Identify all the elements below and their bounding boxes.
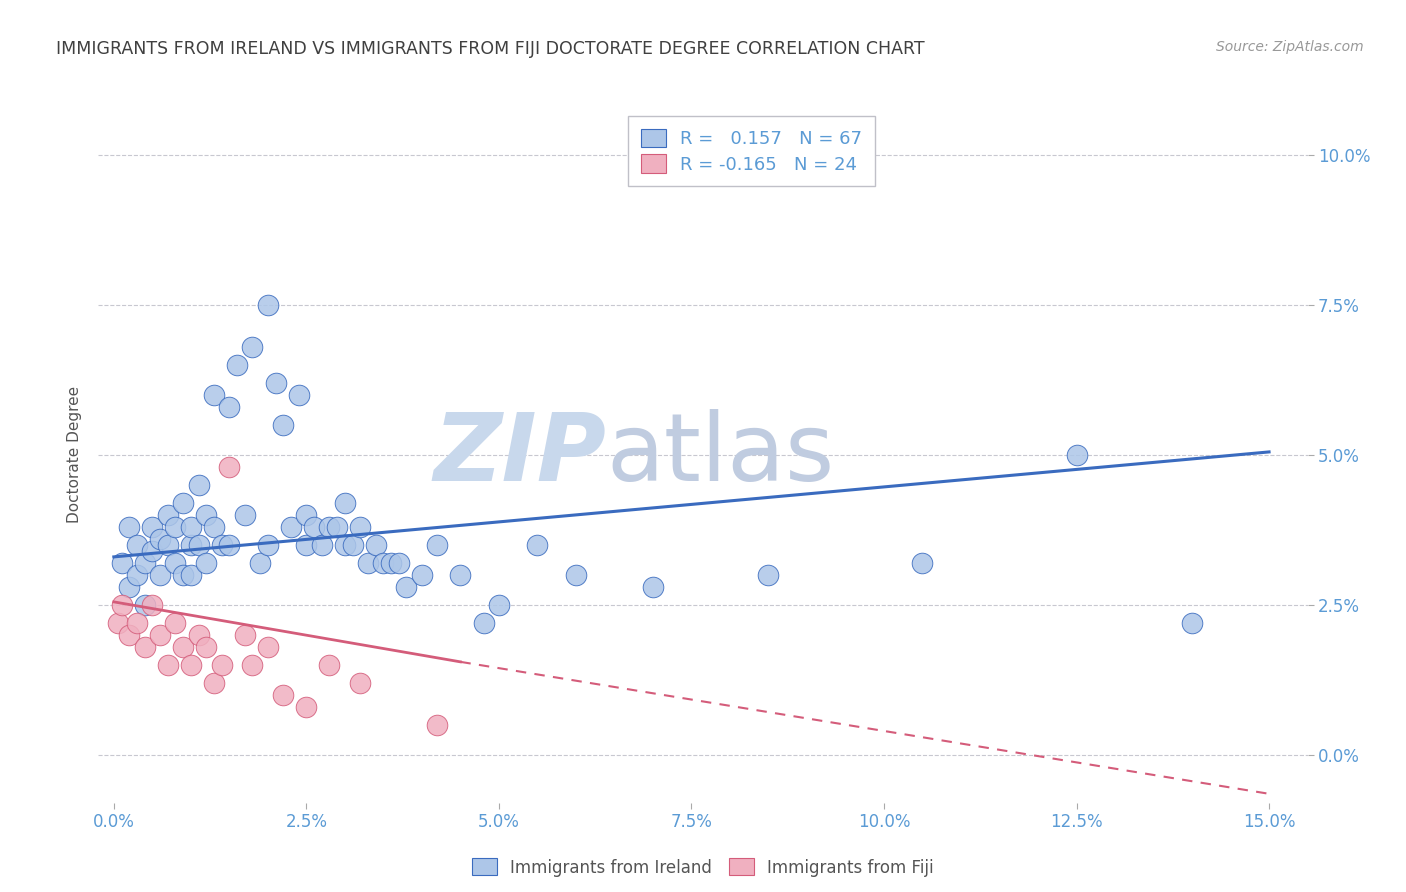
Point bbox=[149, 628, 172, 642]
Point bbox=[211, 657, 233, 672]
Point bbox=[107, 615, 129, 630]
Point bbox=[195, 640, 218, 654]
Point bbox=[149, 532, 172, 546]
Point bbox=[249, 556, 271, 570]
Point bbox=[141, 544, 163, 558]
Point bbox=[472, 615, 495, 630]
Point bbox=[110, 556, 132, 570]
Point bbox=[333, 496, 356, 510]
Point bbox=[134, 640, 156, 654]
Point bbox=[333, 538, 356, 552]
Point bbox=[187, 538, 209, 552]
Point bbox=[125, 567, 148, 582]
Text: atlas: atlas bbox=[606, 409, 835, 501]
Point bbox=[233, 628, 256, 642]
Point bbox=[195, 508, 218, 522]
Point bbox=[125, 538, 148, 552]
Point bbox=[195, 556, 218, 570]
Point bbox=[526, 538, 548, 552]
Text: ZIP: ZIP bbox=[433, 409, 606, 501]
Point bbox=[141, 598, 163, 612]
Point bbox=[271, 417, 294, 432]
Point bbox=[202, 388, 225, 402]
Point bbox=[257, 538, 280, 552]
Point bbox=[411, 567, 433, 582]
Point bbox=[364, 538, 387, 552]
Point bbox=[118, 580, 141, 594]
Point bbox=[426, 538, 449, 552]
Point bbox=[125, 615, 148, 630]
Point bbox=[218, 459, 240, 474]
Point bbox=[165, 520, 187, 534]
Point bbox=[218, 400, 240, 414]
Point bbox=[287, 388, 309, 402]
Point bbox=[388, 556, 411, 570]
Point bbox=[180, 567, 202, 582]
Point bbox=[211, 538, 233, 552]
Point bbox=[156, 538, 179, 552]
Point bbox=[641, 580, 664, 594]
Point bbox=[758, 567, 780, 582]
Point bbox=[118, 628, 141, 642]
Point bbox=[349, 520, 371, 534]
Point bbox=[242, 657, 264, 672]
Point bbox=[257, 298, 280, 312]
Point bbox=[257, 640, 280, 654]
Point bbox=[426, 718, 449, 732]
Point bbox=[218, 538, 240, 552]
Text: IMMIGRANTS FROM IRELAND VS IMMIGRANTS FROM FIJI DOCTORATE DEGREE CORRELATION CHA: IMMIGRANTS FROM IRELAND VS IMMIGRANTS FR… bbox=[56, 40, 925, 58]
Point bbox=[141, 520, 163, 534]
Point bbox=[180, 657, 202, 672]
Point bbox=[302, 520, 325, 534]
Point bbox=[187, 628, 209, 642]
Point bbox=[226, 358, 249, 372]
Point bbox=[349, 676, 371, 690]
Point bbox=[311, 538, 333, 552]
Point bbox=[264, 376, 287, 390]
Point bbox=[280, 520, 302, 534]
Point bbox=[202, 520, 225, 534]
Point bbox=[295, 508, 318, 522]
Point bbox=[1181, 615, 1204, 630]
Point bbox=[180, 538, 202, 552]
Point bbox=[118, 520, 141, 534]
Point bbox=[318, 520, 340, 534]
Point bbox=[318, 657, 340, 672]
Point bbox=[134, 598, 156, 612]
Point bbox=[380, 556, 402, 570]
Point bbox=[165, 556, 187, 570]
Point bbox=[156, 657, 179, 672]
Point bbox=[156, 508, 179, 522]
Point bbox=[911, 556, 934, 570]
Point bbox=[187, 478, 209, 492]
Point bbox=[449, 567, 471, 582]
Point bbox=[172, 496, 194, 510]
Point bbox=[295, 699, 318, 714]
Point bbox=[242, 340, 264, 354]
Point bbox=[165, 615, 187, 630]
Legend: Immigrants from Ireland, Immigrants from Fiji: Immigrants from Ireland, Immigrants from… bbox=[464, 850, 942, 885]
Point bbox=[172, 640, 194, 654]
Point bbox=[172, 567, 194, 582]
Point bbox=[110, 598, 132, 612]
Point bbox=[488, 598, 510, 612]
Point bbox=[202, 676, 225, 690]
Point bbox=[565, 567, 588, 582]
Y-axis label: Doctorate Degree: Doctorate Degree bbox=[67, 386, 83, 524]
Point bbox=[271, 688, 294, 702]
Point bbox=[326, 520, 349, 534]
Point bbox=[395, 580, 418, 594]
Point bbox=[149, 567, 172, 582]
Point bbox=[373, 556, 395, 570]
Point bbox=[233, 508, 256, 522]
Point bbox=[180, 520, 202, 534]
Point bbox=[134, 556, 156, 570]
Point bbox=[342, 538, 364, 552]
Point bbox=[357, 556, 380, 570]
Text: Source: ZipAtlas.com: Source: ZipAtlas.com bbox=[1216, 40, 1364, 54]
Point bbox=[1066, 448, 1088, 462]
Point bbox=[295, 538, 318, 552]
